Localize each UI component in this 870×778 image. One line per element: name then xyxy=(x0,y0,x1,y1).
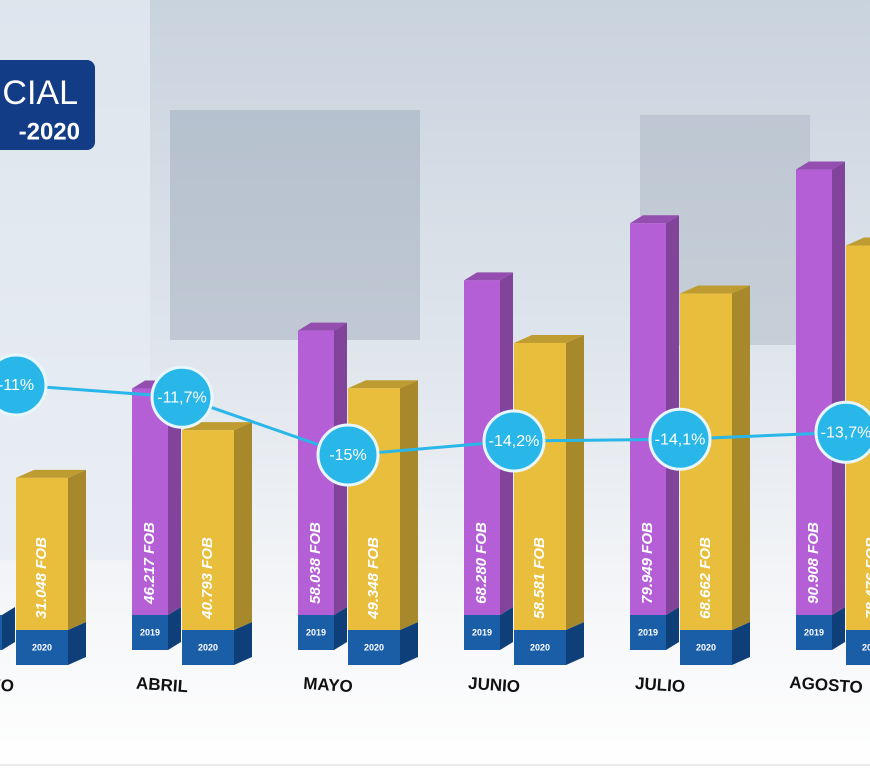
bar-base-side xyxy=(168,607,181,650)
bar-base-side xyxy=(500,607,513,650)
change-label: -14,2% xyxy=(489,433,540,450)
bar-top xyxy=(630,215,679,224)
series-label: 2019 xyxy=(306,627,326,637)
series-label: 2020 xyxy=(530,642,550,652)
bar-base-side xyxy=(334,607,347,650)
bar-side xyxy=(732,285,750,630)
change-label: -14,1% xyxy=(655,431,706,448)
bar xyxy=(182,430,234,630)
bar-top xyxy=(464,272,513,281)
bar-base xyxy=(796,615,832,650)
value-label: 79.949 FOB xyxy=(639,522,656,604)
bar-base xyxy=(16,630,68,665)
bar-base xyxy=(182,630,234,665)
bar-base xyxy=(132,615,168,650)
value-label: 58.038 FOB xyxy=(307,522,324,604)
bar xyxy=(796,169,832,616)
change-marker xyxy=(316,423,380,487)
bar-top xyxy=(514,334,584,343)
change-marker xyxy=(482,409,546,473)
bar-top xyxy=(16,469,86,478)
bar-base xyxy=(298,615,334,650)
bar-side xyxy=(566,334,584,630)
bar-base-side xyxy=(234,622,252,665)
value-label: 49.348 FOB xyxy=(365,537,382,620)
bar-top xyxy=(680,285,750,294)
bar-base-side xyxy=(732,622,750,665)
series-label: 2020 xyxy=(862,642,870,652)
value-label: 68.280 FOB xyxy=(473,522,490,604)
bar-side xyxy=(168,380,181,615)
series-label: 2020 xyxy=(696,642,716,652)
bar-base-side xyxy=(2,607,15,650)
bar-top xyxy=(846,237,870,246)
bar-top xyxy=(182,422,252,431)
bar xyxy=(132,388,168,615)
bar-top xyxy=(348,380,418,389)
change-label: -11,7% xyxy=(157,389,207,406)
bar-side xyxy=(234,422,252,630)
change-label: -15% xyxy=(329,447,366,464)
bar-side xyxy=(832,161,845,616)
bar-base-side xyxy=(400,622,418,665)
title: -2020 xyxy=(19,118,80,145)
category-label: JUNIO xyxy=(467,674,520,697)
series-label: 2020 xyxy=(32,642,52,652)
bar xyxy=(514,342,566,630)
value-label: 68.662 FOB xyxy=(697,537,714,619)
bar-side xyxy=(68,469,86,630)
change-label: -11% xyxy=(0,377,34,394)
bar-base xyxy=(514,630,566,665)
value-label: 90.908 FOB xyxy=(805,522,822,604)
series-label: 2019 xyxy=(804,627,824,637)
change-marker xyxy=(150,365,214,429)
bar-base-side xyxy=(68,622,86,665)
title: CIAL xyxy=(2,74,78,112)
value-label: 58.581 FOB xyxy=(531,537,548,619)
bar-side xyxy=(400,380,418,630)
bar xyxy=(16,477,68,630)
bar-top xyxy=(298,322,347,331)
series-label: 2019 xyxy=(140,627,160,637)
value-label: 40.793 FOB xyxy=(199,537,216,620)
change-label: -13,7% xyxy=(821,424,870,441)
category-label: JULIO xyxy=(634,674,685,696)
bar-base xyxy=(630,615,666,650)
value-label: 78.476 FOB xyxy=(863,537,870,619)
bar-top xyxy=(796,161,845,170)
series-label: 2020 xyxy=(364,642,384,652)
bar-base-side xyxy=(566,622,584,665)
change-marker xyxy=(0,353,48,417)
series-label: 2019 xyxy=(472,627,492,637)
bar-base xyxy=(348,630,400,665)
change-marker xyxy=(648,407,712,471)
bar-base xyxy=(0,615,2,650)
series-label: 2020 xyxy=(198,642,218,652)
title-box xyxy=(0,60,95,150)
category-label: ABRIL xyxy=(135,674,188,697)
bar-base-side xyxy=(832,607,845,650)
value-label: 46.217 FOB xyxy=(141,522,158,605)
category-label: MAYO xyxy=(303,674,354,696)
backdrop-containers xyxy=(170,110,420,340)
bar-base xyxy=(680,630,732,665)
series-label: 2019 xyxy=(638,627,658,637)
bar-base xyxy=(464,615,500,650)
value-label: 31.048 FOB xyxy=(33,537,50,619)
bar-base-side xyxy=(666,607,679,650)
bar-base xyxy=(846,630,870,665)
change-marker xyxy=(814,400,870,464)
category-label: RZO xyxy=(0,674,15,695)
